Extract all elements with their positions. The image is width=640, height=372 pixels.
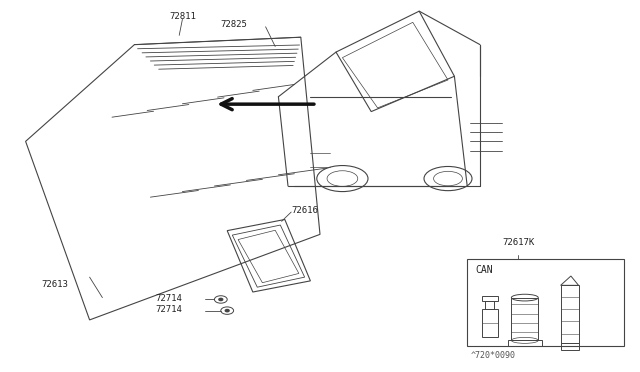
Text: 72617K: 72617K	[502, 238, 534, 247]
Text: 72613: 72613	[41, 280, 68, 289]
Circle shape	[219, 298, 223, 301]
Text: 72811: 72811	[169, 12, 196, 21]
Text: CAN: CAN	[475, 265, 493, 275]
Bar	[508, 340, 542, 346]
Text: 72714: 72714	[156, 294, 182, 303]
Bar	[561, 285, 579, 343]
Text: 72714: 72714	[156, 305, 182, 314]
Text: ^720*0090: ^720*0090	[470, 351, 515, 360]
Bar	[511, 298, 538, 340]
Bar	[467, 259, 624, 346]
Bar	[482, 309, 498, 337]
Bar	[482, 296, 498, 301]
Circle shape	[225, 310, 229, 312]
Text: 72616: 72616	[291, 206, 318, 215]
Bar	[485, 301, 495, 309]
Bar	[561, 343, 579, 350]
Text: 72825: 72825	[220, 20, 247, 29]
